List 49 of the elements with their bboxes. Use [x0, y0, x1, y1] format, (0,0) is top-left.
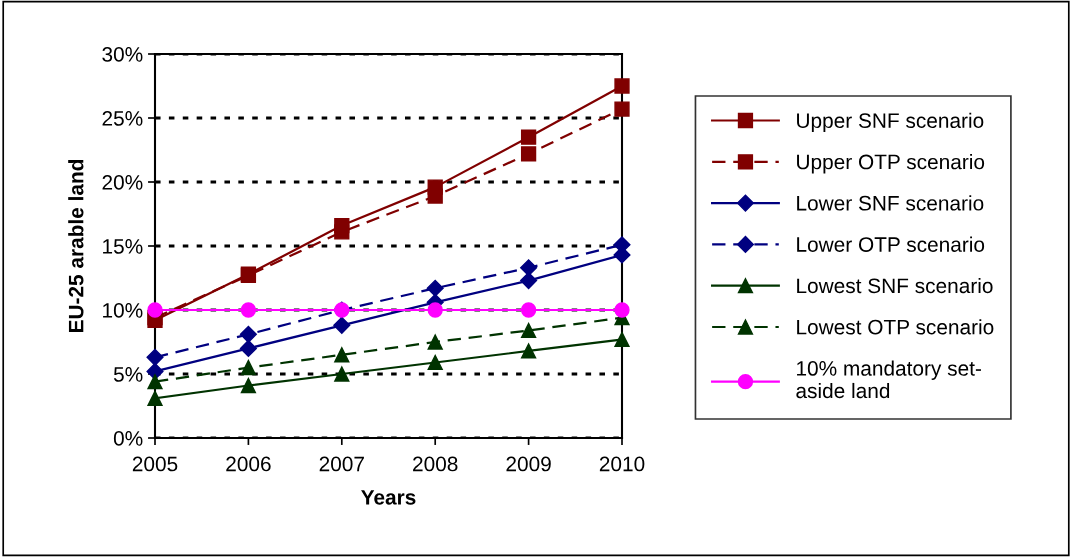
point [520, 129, 537, 145]
legend-label: Upper SNF scenario [797, 112, 984, 133]
point [427, 302, 443, 318]
x-tick-label: 2007 [319, 456, 364, 472]
point [520, 343, 537, 359]
point [239, 325, 257, 343]
x-tick-label: 2005 [132, 456, 178, 472]
point [614, 302, 630, 318]
point [334, 224, 350, 240]
legend-label: Lowest OTP scenario [797, 319, 994, 335]
point [240, 359, 257, 376]
x-tick-label: 2010 [599, 456, 645, 472]
point [147, 390, 163, 406]
y-tick-label: 30% [102, 47, 143, 62]
legend-label: 10% mandatory set- aside land [796, 360, 981, 399]
y-tick-label: 5% [113, 367, 143, 382]
point [427, 188, 443, 204]
point [146, 348, 164, 366]
y-tick-label: 10% [103, 303, 143, 318]
point [520, 302, 537, 318]
x-tick-label: 2009 [506, 456, 551, 472]
y-tick-label: 15% [103, 239, 143, 254]
point [427, 334, 443, 350]
legend-label: Lower SNF scenario [797, 195, 984, 211]
legend-label: Lowest SNF scenario [797, 277, 993, 294]
point [147, 302, 163, 318]
point [614, 78, 630, 94]
point [614, 331, 630, 348]
point [239, 339, 257, 357]
y-axis-title: EU-25 arable land [68, 159, 84, 333]
x-tick-label: 2008 [413, 456, 458, 472]
point [334, 347, 350, 363]
point [147, 374, 163, 390]
point [614, 101, 630, 117]
point [240, 377, 257, 394]
x-axis-title: Years [361, 490, 416, 505]
point [520, 146, 537, 162]
legend-label: Lower OTP scenario [797, 236, 985, 252]
y-tick-label: 0% [113, 431, 143, 446]
y-tick-label: 20% [102, 175, 143, 190]
point [240, 302, 257, 318]
point [426, 279, 444, 297]
point [333, 316, 351, 334]
point [427, 354, 443, 371]
x-tick-label: 2006 [226, 456, 271, 472]
point [520, 322, 537, 339]
point [334, 366, 350, 382]
legend-label: Upper OTP scenario [797, 154, 985, 174]
y-tick-label: 25% [102, 111, 143, 126]
